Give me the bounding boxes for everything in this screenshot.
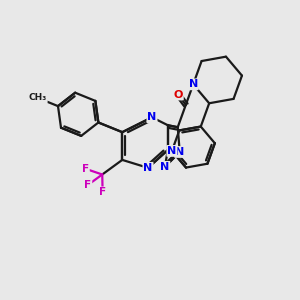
Text: N: N	[143, 163, 153, 173]
Text: F: F	[82, 164, 89, 174]
Text: N: N	[147, 112, 157, 122]
Text: N: N	[167, 146, 177, 156]
Text: N: N	[175, 147, 184, 157]
Text: O: O	[173, 89, 183, 100]
Text: N: N	[160, 162, 170, 172]
Text: F: F	[84, 180, 92, 190]
Text: N: N	[189, 79, 198, 89]
Text: CH₃: CH₃	[29, 93, 47, 102]
Text: F: F	[99, 187, 106, 197]
